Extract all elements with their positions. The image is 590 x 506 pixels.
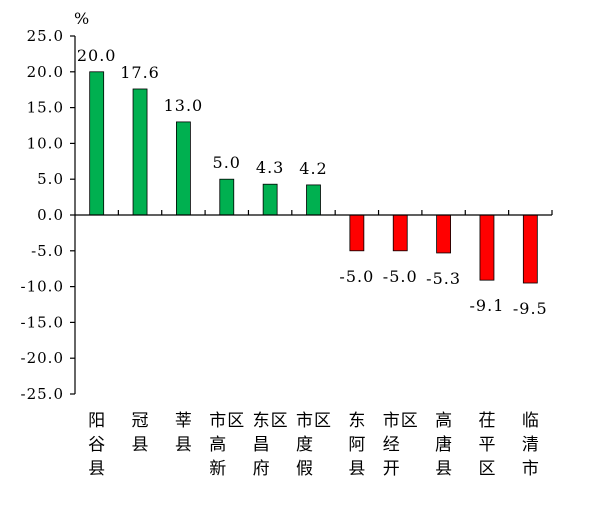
x-category-char: 清 xyxy=(522,435,539,455)
data-label: 4.3 xyxy=(256,158,284,177)
bar xyxy=(392,214,408,252)
data-label: 17.6 xyxy=(120,63,160,82)
y-tick-label: -25.0 xyxy=(21,385,64,403)
x-category-char: 区 xyxy=(314,411,331,431)
x-category-char: 高 xyxy=(435,411,452,431)
bar xyxy=(219,178,235,216)
x-category-char: 经 xyxy=(383,435,400,455)
data-label: -5.0 xyxy=(383,267,418,286)
bar xyxy=(479,214,495,281)
data-labels: 20.017.613.0 5.0 4.3 4.2 -5.0 -5.0 -5.3 -9.1 -9.… xyxy=(77,46,548,318)
x-category-char: 阳 xyxy=(88,411,105,431)
x-category-char: 高 xyxy=(209,435,226,455)
y-tick-label: 10.0 xyxy=(27,134,64,152)
y-axis: 25.0 20.0 15.0 10.0 5.0 0.0 -5.0 -10.0 -15.0 -20.… xyxy=(21,27,76,403)
data-label: -9.5 xyxy=(513,299,548,318)
x-category-char: 假 xyxy=(296,459,313,479)
y-tick-label: -10.0 xyxy=(21,278,64,296)
x-category-char: 度 xyxy=(296,435,313,455)
x-category-char: 谷 xyxy=(88,435,105,455)
x-category-char: 府 xyxy=(253,459,270,479)
y-tick-label: 0.0 xyxy=(37,206,64,224)
y-tick-label: 5.0 xyxy=(37,170,64,188)
bar xyxy=(306,184,321,216)
x-category-char: 市 xyxy=(296,411,313,431)
data-label: -5.0 xyxy=(339,267,374,286)
x-category-char: 市 xyxy=(383,411,400,431)
bar xyxy=(349,214,365,252)
data-label: -5.3 xyxy=(426,269,461,288)
bars xyxy=(89,71,538,284)
data-label: 20.0 xyxy=(77,46,117,65)
x-category-char: 开 xyxy=(383,459,400,479)
x-axis xyxy=(75,210,553,216)
y-tick-label: -20.0 xyxy=(21,349,64,367)
y-tick-label: 20.0 xyxy=(27,63,64,81)
data-label: -9.1 xyxy=(470,296,505,315)
x-category-char: 东 xyxy=(348,411,365,431)
x-category-char: 市 xyxy=(522,459,539,479)
x-category-char: 莘 xyxy=(175,411,192,431)
x-category-char: 昌 xyxy=(253,435,270,455)
x-category-label: 临清市 xyxy=(522,411,539,479)
y-axis-unit-label: % xyxy=(74,9,89,28)
y-tick-label: 25.0 xyxy=(27,27,64,45)
x-category-char: 临 xyxy=(522,411,539,431)
bar xyxy=(262,183,278,216)
bar xyxy=(522,214,538,284)
x-category-label: 莘县 xyxy=(175,411,192,455)
x-category-char: 茌 xyxy=(478,411,495,431)
x-category-char: 东 xyxy=(253,411,270,431)
x-category-char: 县 xyxy=(435,459,452,479)
bar xyxy=(176,121,191,216)
y-tick-label: -15.0 xyxy=(21,313,64,331)
x-category-char: 区 xyxy=(401,411,418,431)
x-category-label: 高唐县 xyxy=(435,411,452,479)
bar xyxy=(436,214,451,254)
x-category-char: 区 xyxy=(478,459,495,479)
x-category-char: 县 xyxy=(348,459,365,479)
x-category-char: 县 xyxy=(175,435,192,455)
x-category-char: 唐 xyxy=(435,434,452,455)
y-tick-label: 15.0 xyxy=(27,99,64,117)
x-category-char: 县 xyxy=(132,435,149,455)
x-category-char: 市 xyxy=(209,411,226,431)
x-category-label: 阳谷县 xyxy=(88,411,105,479)
x-category-char: 区 xyxy=(271,411,288,431)
x-category-char: 平 xyxy=(478,435,495,455)
x-category-label: 冠县 xyxy=(132,411,149,455)
x-category-char: 新 xyxy=(209,459,226,479)
bar xyxy=(89,71,105,216)
data-label: 4.2 xyxy=(299,159,327,178)
data-label: 5.0 xyxy=(213,153,241,172)
x-category-label: 茌平区 xyxy=(478,411,495,479)
bar xyxy=(132,88,148,216)
x-category-label: 东昌府 区 xyxy=(253,411,288,479)
x-category-label: 市度假 区 xyxy=(296,411,331,479)
x-category-char: 冠 xyxy=(132,411,149,431)
x-category-char: 阿 xyxy=(348,435,365,455)
data-label: 13.0 xyxy=(164,96,204,115)
x-category-label: 东阿县 xyxy=(348,411,365,479)
x-category-char: 区 xyxy=(227,411,244,431)
x-category-label: 市高新 区 xyxy=(209,411,244,479)
x-category-char: 县 xyxy=(88,459,105,479)
x-category-label: 市经开 区 xyxy=(383,411,418,479)
y-tick-label: -5.0 xyxy=(31,242,64,260)
